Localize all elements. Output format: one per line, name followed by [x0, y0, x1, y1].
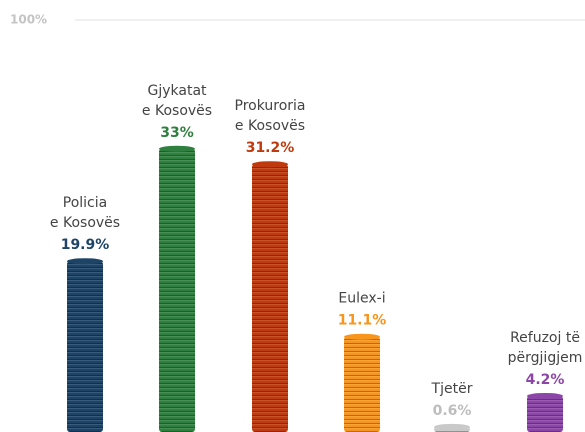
- bar: [159, 148, 195, 432]
- category-label: Eulex-i: [338, 291, 385, 307]
- value-label: 11.1%: [338, 313, 387, 329]
- bar: [67, 261, 103, 432]
- value-label: 31.2%: [246, 140, 295, 156]
- category-label: e Kosovës: [142, 103, 212, 119]
- value-label: 19.9%: [61, 237, 110, 253]
- category-label: e Kosovës: [235, 118, 305, 134]
- bar: [527, 395, 563, 432]
- category-label: Policia: [63, 195, 107, 211]
- category-label: Tjetër: [431, 381, 473, 397]
- bar-top: [159, 145, 195, 152]
- category-label: Gjykatat: [147, 83, 207, 99]
- bar-top: [67, 258, 103, 265]
- category-label: e Kosovës: [50, 215, 120, 231]
- value-label: 4.2%: [526, 372, 565, 388]
- bar: [344, 336, 380, 432]
- bar-top: [527, 392, 563, 399]
- bar-top: [252, 161, 288, 168]
- top-label: 100%: [10, 13, 47, 27]
- value-label: 33%: [160, 125, 194, 141]
- bar-top: [434, 423, 470, 430]
- category-label: Refuzoj të: [510, 330, 580, 346]
- bar-top: [344, 333, 380, 340]
- value-label: 0.6%: [433, 403, 472, 419]
- category-label: përgjigjem: [508, 350, 583, 366]
- bar: [252, 164, 288, 432]
- category-label: Prokuroria: [235, 98, 306, 114]
